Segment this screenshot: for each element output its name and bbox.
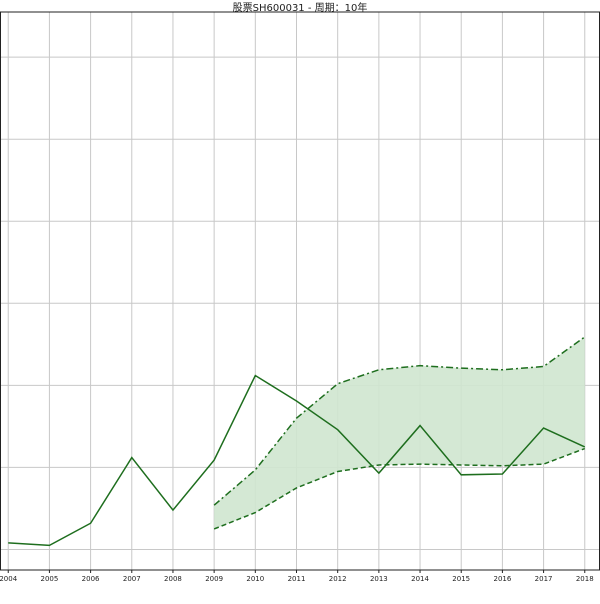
- x-tick-label: 2006: [82, 575, 100, 583]
- x-tick-label: 2007: [123, 575, 141, 583]
- x-tick-label: 2009: [205, 575, 223, 583]
- series-line: [213, 336, 586, 506]
- x-tick-label: 2014: [411, 575, 429, 583]
- x-tick-label: 2005: [41, 575, 59, 583]
- x-tick-label: 2015: [452, 575, 470, 583]
- x-tick-label: 2012: [329, 575, 347, 583]
- series-line: [8, 374, 586, 547]
- x-tick-label: 2004: [0, 575, 18, 583]
- series-line: [213, 447, 586, 530]
- x-tick-label: 2018: [576, 575, 594, 583]
- x-tick-label: 2010: [246, 575, 264, 583]
- x-tick-label: 2017: [535, 575, 553, 583]
- x-tick-label: 2016: [493, 575, 511, 583]
- x-tick-label: 2008: [164, 575, 182, 583]
- chart-title: 股票SH600031 - 周期：10年: [233, 1, 368, 14]
- band-fill: [214, 336, 585, 529]
- x-tick-label: 2013: [370, 575, 388, 583]
- x-tick-label: 2011: [288, 575, 306, 583]
